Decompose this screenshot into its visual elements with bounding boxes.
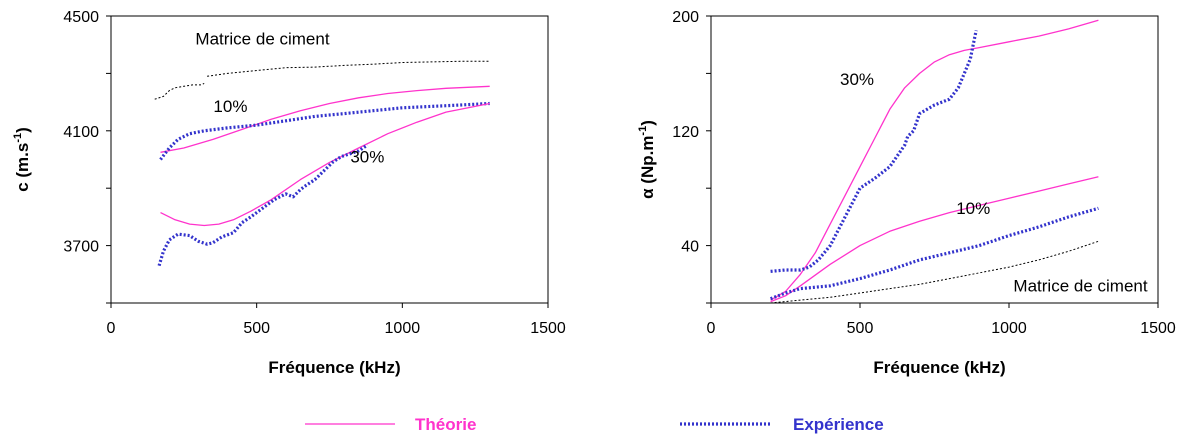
x-tick-label: 1000 [991, 320, 1027, 337]
x-tick-label: 0 [707, 320, 716, 337]
y-tick-label: 200 [672, 9, 699, 26]
x-tick-label: 1500 [1140, 320, 1176, 337]
series-line-experiment-3 [159, 101, 490, 161]
x-axis-label: Fréquence (kHz) [873, 358, 1005, 377]
x-tick-label: 500 [243, 320, 270, 337]
x-tick-label: 1500 [530, 320, 566, 337]
y-axis-label: α (Np.m-1) [637, 120, 657, 199]
annotation-label: 30% [840, 70, 874, 89]
legend-theory-label: Théorie [415, 415, 476, 434]
chart-velocity: 0 500 1000 1500 3700 4100 4500 Fréquence (kHz) c… [12, 9, 566, 377]
series-line-experiment-5 [157, 143, 369, 267]
annotation-label: 10% [213, 97, 247, 116]
chart-attenuation: 0 500 1000 1500 40 120 200 Fréquence (kHz) α (Np… [637, 9, 1176, 377]
series-line-matrix-4 [770, 240, 1099, 304]
annotation-label: Matrice de ciment [195, 30, 329, 49]
y-tick-label: 4100 [63, 124, 99, 141]
legend: Théorie Expérience [305, 415, 884, 434]
y-tick-label: 3700 [63, 239, 99, 256]
legend-experiment-label: Expérience [793, 415, 884, 434]
plot-area-frame [710, 15, 1159, 304]
series-line-theory-4 [160, 102, 490, 227]
series-line-theory-2 [770, 176, 1099, 303]
annotation-label: Matrice de ciment [1013, 277, 1147, 296]
series-line-theory-0 [770, 19, 1099, 301]
x-axis-label: Fréquence (kHz) [268, 358, 400, 377]
y-axis-label: c (m.s-1) [12, 127, 32, 192]
x-tick-label: 1000 [385, 320, 421, 337]
y-tick-label: 120 [672, 124, 699, 141]
annotation-label: 30% [350, 147, 384, 166]
series-line-experiment-1 [770, 30, 978, 273]
series-line-theory-2 [160, 85, 490, 153]
x-tick-label: 0 [107, 320, 116, 337]
annotation-label: 10% [956, 199, 990, 218]
series-line-matrix-0 [154, 82, 205, 100]
x-tick-label: 500 [847, 320, 874, 337]
series-line-matrix-1 [207, 60, 490, 77]
y-tick-label: 4500 [63, 9, 99, 26]
y-tick-label: 40 [681, 239, 699, 256]
plot-area-frame [110, 15, 549, 304]
